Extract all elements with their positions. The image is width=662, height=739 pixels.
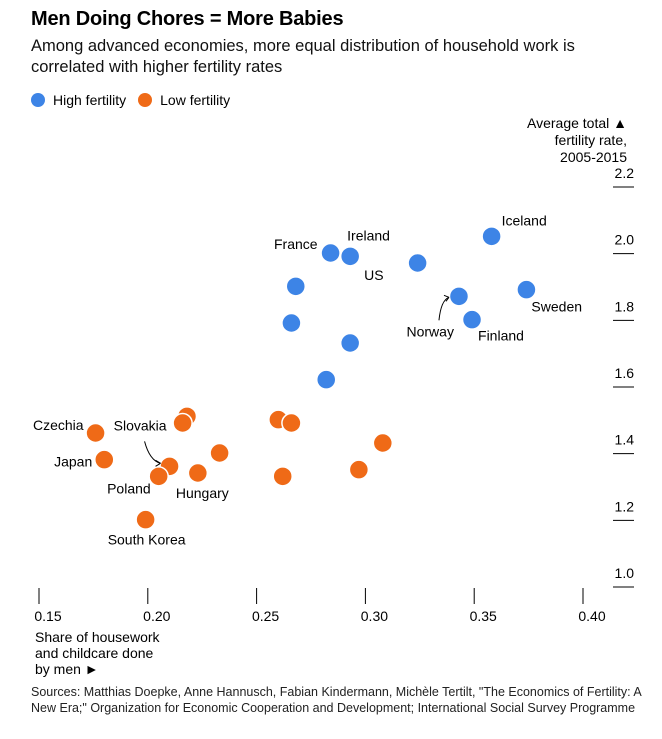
norway-callout-arrowhead <box>443 294 450 302</box>
point-label-slovakia: Slovakia <box>114 417 167 433</box>
y-axis-title: Average total ▲ <box>527 115 627 131</box>
data-point-low-fertility <box>372 432 394 454</box>
x-axis-title: Share of housework <box>35 629 161 645</box>
data-point-low-fertility <box>348 459 370 480</box>
y-tick-label: 1.6 <box>615 365 635 381</box>
data-point-low-fertility <box>172 412 193 434</box>
legend-item-low-fertility: Low fertility <box>138 92 230 108</box>
x-axis-title: and childcare done <box>35 645 154 661</box>
legend: High fertility Low fertility <box>31 92 242 108</box>
data-point-high-fertility <box>315 369 337 390</box>
point-label-france: France <box>274 236 318 252</box>
x-tick-label: 0.30 <box>361 608 388 624</box>
data-point-high-fertility <box>407 252 428 274</box>
y-tick-label: 2.2 <box>615 165 635 181</box>
data-point-low-fertility <box>135 509 156 530</box>
point-label-sweden: Sweden <box>531 299 582 315</box>
y-axis-title: 2005-2015 <box>560 149 627 165</box>
point-label-us: US <box>364 267 383 283</box>
y-tick-label: 1.2 <box>615 498 635 514</box>
data-point-high-fertility <box>281 312 302 334</box>
data-point-high-fertility <box>339 332 361 354</box>
x-tick-label: 0.25 <box>252 608 279 624</box>
legend-label-high-fertility: High fertility <box>53 92 127 108</box>
source-note: Sources: Matthias Doepke, Anne Hannusch,… <box>31 685 642 715</box>
data-point-low-fertility <box>85 422 106 444</box>
data-point-high-fertility <box>320 242 341 264</box>
point-label-poland: Poland <box>107 480 151 496</box>
x-tick-label: 0.35 <box>470 608 497 624</box>
point-label-finland: Finland <box>478 328 524 344</box>
data-point-high-fertility <box>516 279 537 300</box>
point-label-hungary: Hungary <box>176 485 229 501</box>
norway-callout-arrow <box>438 296 450 321</box>
data-point-low-fertility <box>209 442 230 464</box>
data-point-high-fertility <box>461 309 483 330</box>
point-label-japan: Japan <box>54 454 92 470</box>
data-point-low-fertility <box>187 462 209 484</box>
data-point-low-fertility <box>148 466 169 487</box>
legend-marker-low-fertility <box>138 93 153 107</box>
y-tick-label: 1.0 <box>615 565 635 581</box>
point-label-norway: Norway <box>406 323 453 339</box>
data-point-low-fertility <box>281 412 302 434</box>
chart-subtitle: Among advanced economies, more equal dis… <box>31 37 575 76</box>
data-point-low-fertility <box>272 466 293 487</box>
y-axis-title: fertility rate, <box>555 132 627 148</box>
x-tick-label: 0.40 <box>578 608 605 624</box>
data-point-high-fertility <box>339 246 361 267</box>
legend-item-high-fertility: High fertility <box>31 92 126 108</box>
data-point-high-fertility <box>481 226 502 247</box>
x-axis-title: by men ► <box>35 661 99 677</box>
legend-marker-high-fertility <box>31 93 45 107</box>
data-point-low-fertility <box>94 449 115 470</box>
point-label-iceland: Iceland <box>502 212 547 228</box>
point-label-czechia: Czechia <box>33 417 84 433</box>
x-tick-label: 0.20 <box>143 608 170 624</box>
legend-label-low-fertility: Low fertility <box>160 92 231 108</box>
data-point-high-fertility <box>285 276 307 297</box>
y-tick-label: 1.8 <box>615 298 635 314</box>
x-tick-label: 0.15 <box>34 608 61 624</box>
y-tick-label: 2.0 <box>615 232 635 248</box>
y-tick-label: 1.4 <box>615 432 635 448</box>
point-label-south-korea: South Korea <box>108 532 186 548</box>
data-point-high-fertility <box>448 286 470 307</box>
point-label-ireland: Ireland <box>347 227 390 243</box>
slovakia-callout-arrowhead <box>155 459 161 467</box>
slovakia-callout-arrow <box>144 441 161 464</box>
chart-title: Men Doing Chores = More Babies <box>31 8 344 30</box>
